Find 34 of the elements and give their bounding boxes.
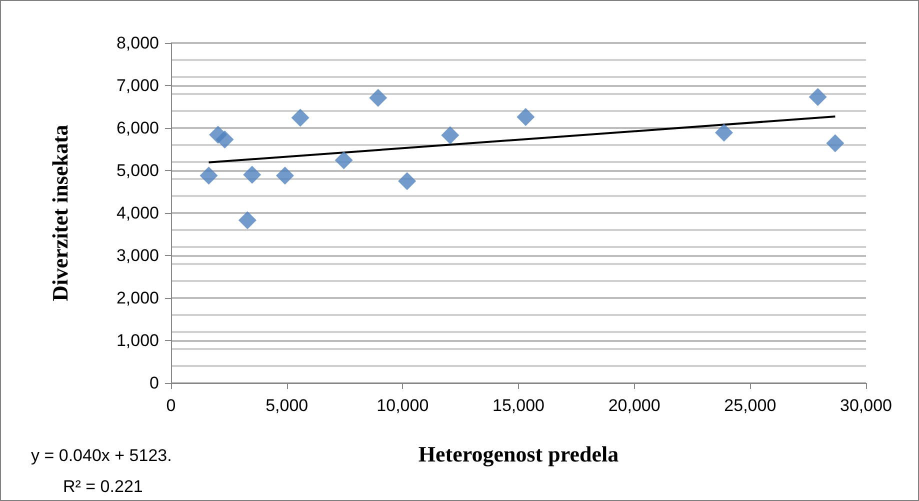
y-tick-label: 8,000 xyxy=(116,34,159,52)
point xyxy=(398,172,416,190)
text: R² = 0.221 xyxy=(63,477,143,496)
point xyxy=(441,126,460,144)
y-tick-label: 4,000 xyxy=(116,204,159,222)
x-tick-label: 30,000 xyxy=(840,396,892,415)
x-tick-label: 0 xyxy=(166,396,176,415)
x-tick-label: 15,000 xyxy=(492,396,544,415)
point xyxy=(516,108,535,126)
text: y = 0.040x + 5123. xyxy=(31,446,172,465)
x-axis-title: Heterogenost predela xyxy=(418,442,619,466)
x-tick-label: 20,000 xyxy=(608,396,660,415)
y-tick-label: 7,000 xyxy=(116,76,159,95)
y-axis-title: Diverzitet insekata xyxy=(48,124,72,302)
x-tick-label: 10,000 xyxy=(376,396,429,415)
point xyxy=(291,108,310,127)
point xyxy=(200,166,218,185)
point xyxy=(334,151,353,170)
y-tick-label: 6,000 xyxy=(116,118,159,138)
point xyxy=(276,166,294,185)
point xyxy=(826,134,844,152)
y-tick-label: 0 xyxy=(150,374,159,392)
y-tick-label: 5,000 xyxy=(116,161,159,180)
y-tick-label: 2,000 xyxy=(116,288,159,308)
x-tick-label: 5,000 xyxy=(266,396,308,415)
point xyxy=(369,88,388,107)
y-tick-label: 3,000 xyxy=(116,246,159,265)
point xyxy=(238,211,256,230)
point xyxy=(243,166,262,184)
y-tick-label: 1,000 xyxy=(116,331,159,350)
x-tick-label: 25,000 xyxy=(724,396,776,415)
point xyxy=(216,130,234,148)
point xyxy=(714,124,733,142)
point xyxy=(808,88,827,106)
